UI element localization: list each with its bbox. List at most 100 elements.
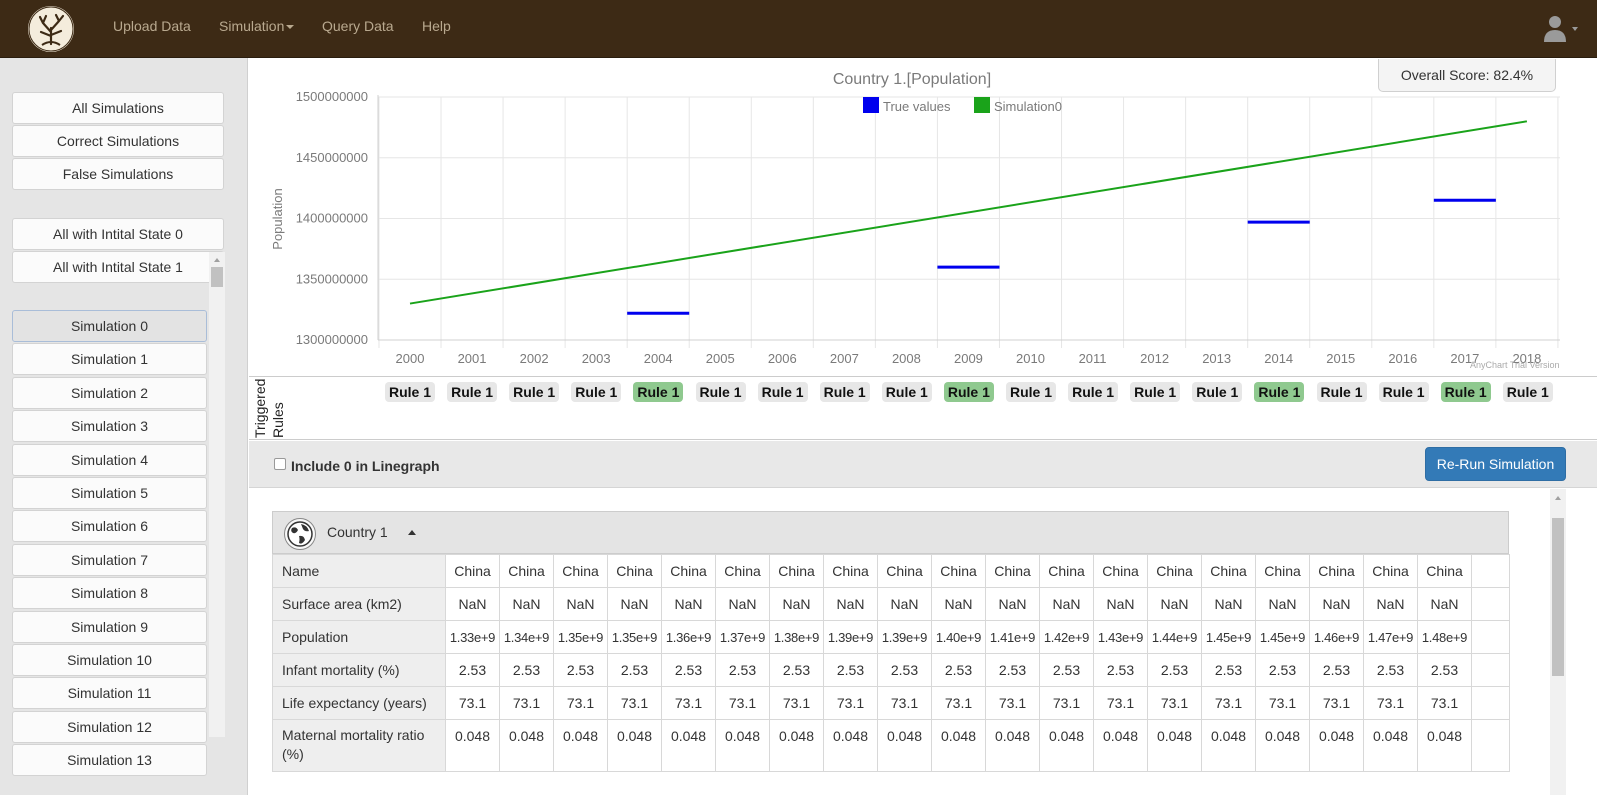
table-cell: 2.53 xyxy=(985,653,1040,687)
table-cell: NaN xyxy=(877,587,932,621)
table-cell: 73.1 xyxy=(1039,686,1094,720)
row-label: Population xyxy=(272,620,446,654)
table-cell: 0.048 xyxy=(1363,719,1418,772)
user-icon xyxy=(1544,16,1578,42)
table-cell: 1.44e+9 xyxy=(1147,620,1202,654)
x-tick-label: 2001 xyxy=(458,351,487,366)
table-cell: China xyxy=(1201,554,1256,588)
y-tick-label: 1400000000 xyxy=(296,211,368,226)
rerun-simulation-button[interactable]: Re-Run Simulation xyxy=(1425,447,1566,481)
table-cell: 2.53 xyxy=(1255,653,1310,687)
table-cell: China xyxy=(877,554,932,588)
simulation-item[interactable]: Simulation 11 xyxy=(12,677,207,710)
rule-badge: Rule 1 xyxy=(1378,382,1429,402)
y-tick-label: 1450000000 xyxy=(296,150,368,165)
rule-badge: Rule 1 xyxy=(1254,382,1305,402)
legend-label: True values xyxy=(883,99,951,114)
simulation-item[interactable]: Simulation 12 xyxy=(12,710,207,743)
table-cell: 2.53 xyxy=(1201,653,1256,687)
simulation-item[interactable]: Simulation 2 xyxy=(12,376,207,409)
simulation-item[interactable]: Simulation 5 xyxy=(12,477,207,509)
table-cell-empty xyxy=(1471,686,1510,720)
simulation-item[interactable]: Simulation 7 xyxy=(12,543,207,576)
table-row: Maternal mortality ratio (%) 0.048 0.048 0.… xyxy=(272,719,1510,772)
y-tick-label: 1300000000 xyxy=(296,332,368,347)
country-panel-header[interactable] xyxy=(272,511,1509,554)
table-cell: 2.53 xyxy=(499,653,554,687)
row-label: Maternal mortality ratio (%) xyxy=(272,719,446,772)
simulation-item[interactable]: Simulation 9 xyxy=(12,610,207,643)
table-cell: 1.42e+9 xyxy=(1039,620,1094,654)
table-cell: 2.53 xyxy=(715,653,770,687)
table-cell: NaN xyxy=(823,587,878,621)
nav-help[interactable]: Help xyxy=(422,18,451,34)
table-cell: China xyxy=(985,554,1040,588)
simulation-item[interactable]: Simulation 1 xyxy=(12,343,207,376)
table-cell: China xyxy=(499,554,554,588)
table-cell: 1.43e+9 xyxy=(1093,620,1148,654)
rule-badge: Rule 1 xyxy=(633,382,684,402)
table-cell: 73.1 xyxy=(661,686,716,720)
simulation-item[interactable]: Simulation 3 xyxy=(12,410,207,443)
population-chart-svg: 1300000000 1350000000 1400000000 1450000000… xyxy=(270,71,1560,370)
table-cell: 1.40e+9 xyxy=(931,620,986,654)
table-cell: 1.39e+9 xyxy=(823,620,878,654)
table-cell: 73.1 xyxy=(877,686,932,720)
table-cell: China xyxy=(1039,554,1094,588)
globe-icon xyxy=(284,518,316,550)
scrollbar-graphic xyxy=(211,258,223,287)
x-tick-label: 2011 xyxy=(1079,351,1107,366)
include-zero-checkbox[interactable] xyxy=(274,458,286,470)
table-cell: 73.1 xyxy=(823,686,878,720)
x-tick-label: 2004 xyxy=(644,351,673,366)
table-cell: China xyxy=(1309,554,1364,588)
initial-state-1-button[interactable]: All with Intital State 1 xyxy=(12,251,224,283)
x-tick-label: 2008 xyxy=(892,351,921,366)
rule-badge: Rule 1 xyxy=(385,382,435,402)
table-cell: 1.46e+9 xyxy=(1309,620,1364,654)
table-cell: 73.1 xyxy=(1201,686,1256,720)
country-title: Country 1 xyxy=(327,524,388,540)
table-cell-empty xyxy=(1471,653,1510,687)
simulation-item[interactable]: Simulation 13 xyxy=(12,744,207,777)
simulation-item[interactable]: Simulation 0 xyxy=(12,310,207,342)
simulation-item[interactable]: Simulation 4 xyxy=(12,443,207,476)
page-scrollbar[interactable] xyxy=(1550,489,1566,795)
rule-badge: Rule 1 xyxy=(881,382,932,402)
collapse-caret-icon[interactable] xyxy=(408,530,416,535)
correct-simulations-button[interactable]: Correct Simulations xyxy=(12,125,224,157)
simulation-item[interactable]: Simulation 8 xyxy=(12,577,207,610)
table-cell: NaN xyxy=(1309,587,1364,621)
table-cell: 73.1 xyxy=(1417,686,1472,720)
table-row: Life expectancy (years) 73.1 73.1 73.1 73.1 7… xyxy=(272,686,1510,720)
rule-badge: Rule 1 xyxy=(1068,382,1119,402)
simulation-item[interactable]: Simulation 10 xyxy=(12,644,207,676)
x-tick-label: 2007 xyxy=(830,351,859,366)
nav-simulation-dropdown[interactable]: Simulation xyxy=(219,18,295,34)
controls-row xyxy=(249,441,1597,488)
false-simulations-button[interactable]: False Simulations xyxy=(12,158,224,190)
table-cell: 1.45e+9 xyxy=(1255,620,1310,654)
x-tick-label: 2002 xyxy=(520,351,549,366)
x-tick-label: 2003 xyxy=(582,351,611,366)
table-cell: 73.1 xyxy=(1363,686,1418,720)
x-tick-label: 2013 xyxy=(1202,351,1231,366)
table-cell: 1.39e+9 xyxy=(877,620,932,654)
all-simulations-button[interactable]: All Simulations xyxy=(12,92,224,124)
table-cell: China xyxy=(661,554,716,588)
nav-upload-data[interactable]: Upload Data xyxy=(113,18,191,34)
user-menu[interactable] xyxy=(1543,14,1585,44)
simulation-list-scrollbar[interactable] xyxy=(209,252,225,737)
table-cell: 73.1 xyxy=(499,686,554,720)
table-cell: 73.1 xyxy=(931,686,986,720)
table-cell: 2.53 xyxy=(661,653,716,687)
simulation-item[interactable]: Simulation 6 xyxy=(12,510,207,543)
x-tick-label: 2015 xyxy=(1326,351,1355,366)
initial-state-0-button[interactable]: All with Intital State 0 xyxy=(12,218,224,250)
nav-query-data[interactable]: Query Data xyxy=(322,18,394,34)
tree-logo-icon[interactable] xyxy=(28,6,74,52)
table-cell: 0.048 xyxy=(877,719,932,772)
table-cell: 2.53 xyxy=(769,653,824,687)
row-label: Life expectancy (years) xyxy=(272,686,446,720)
x-tick-label: 2009 xyxy=(954,351,983,366)
